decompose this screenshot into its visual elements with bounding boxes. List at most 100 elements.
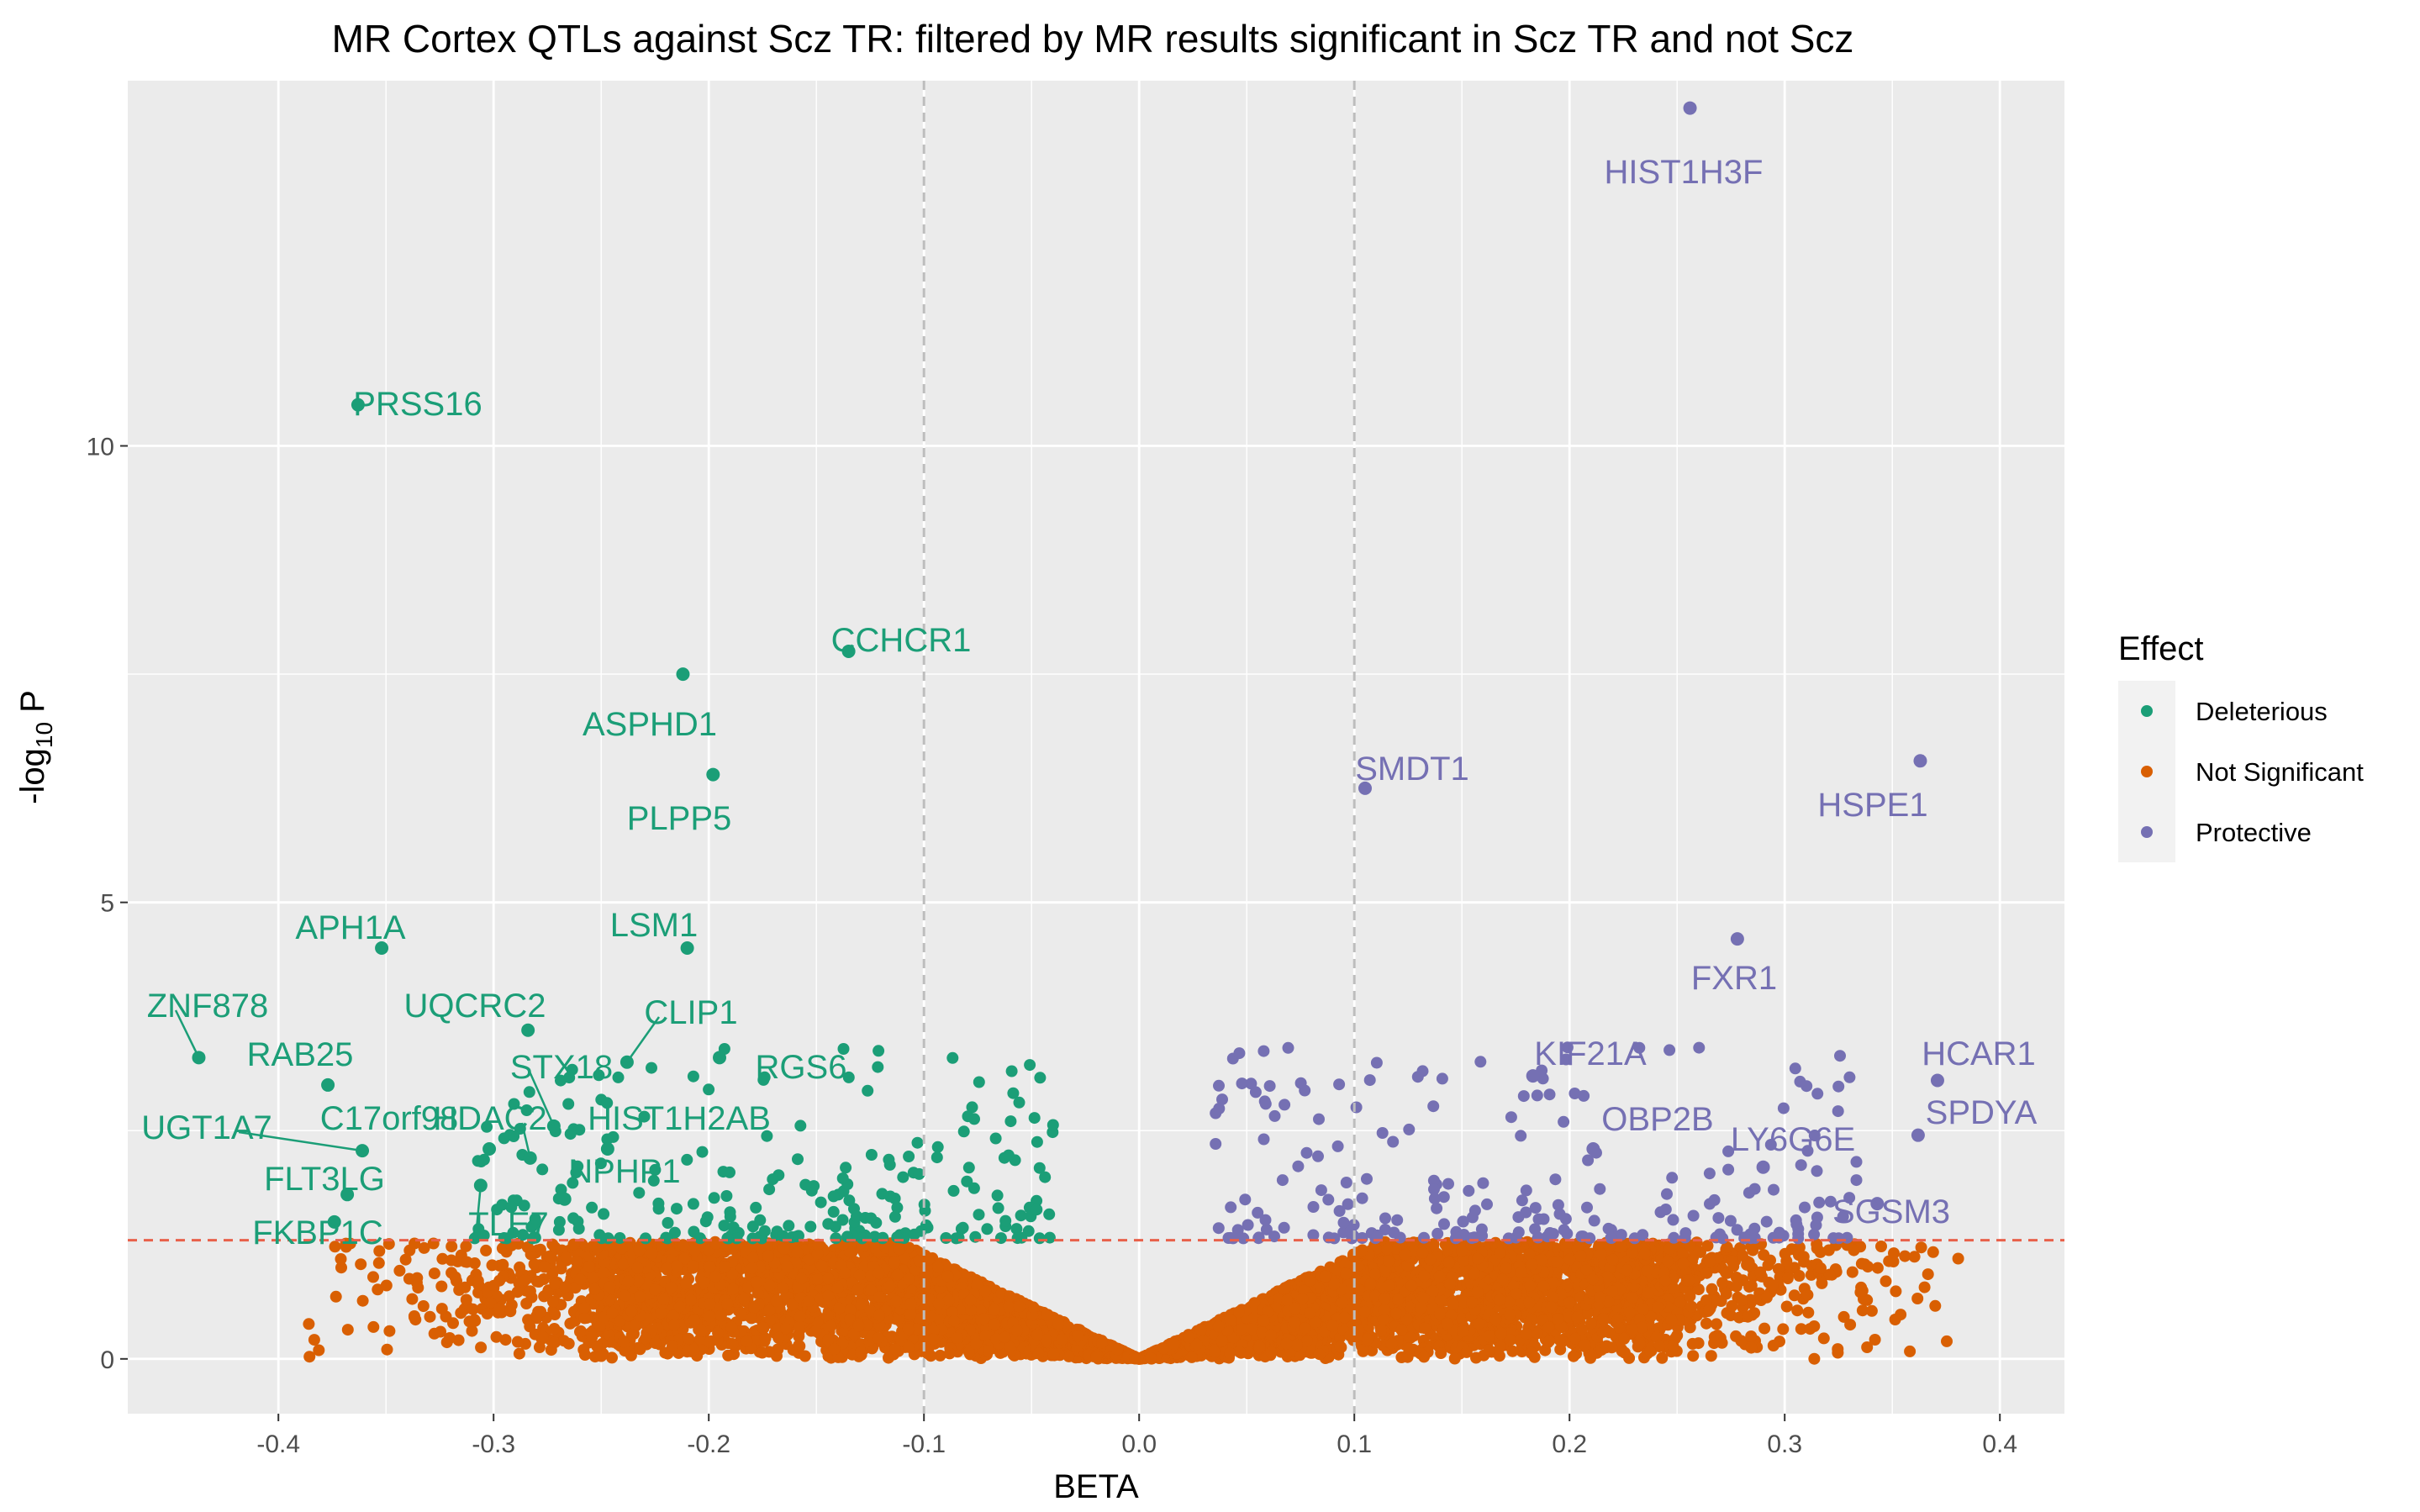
- nonsig-point: [1758, 1322, 1771, 1335]
- nonsig-point: [1705, 1350, 1717, 1362]
- nonsig-point: [606, 1351, 618, 1364]
- nonsig-point: [1641, 1264, 1653, 1277]
- nonsig-point: [1711, 1318, 1722, 1330]
- nonsig-point: [899, 1252, 911, 1265]
- nonsig-point: [1667, 1340, 1679, 1352]
- nonsig-point: [411, 1272, 424, 1284]
- nonsig-point: [373, 1245, 386, 1257]
- nonsig-point: [513, 1347, 525, 1360]
- nonsig-point: [511, 1336, 524, 1348]
- nonsig-point: [1846, 1266, 1858, 1278]
- nonsig-point: [535, 1305, 547, 1318]
- nonsig-point: [1918, 1281, 1931, 1293]
- nonsig-point: [1808, 1320, 1821, 1332]
- nonsig-point: [486, 1259, 498, 1272]
- chart-title: MR Cortex QTLs against Scz TR: filtered …: [332, 17, 1854, 61]
- nonsig-point: [1922, 1268, 1934, 1281]
- nonsig-point: [1687, 1350, 1700, 1362]
- nonsig-point: [303, 1351, 316, 1363]
- nonsig-point: [341, 1324, 354, 1336]
- nonsig-point: [460, 1293, 472, 1306]
- nonsig-point: [1929, 1299, 1942, 1312]
- nonsig-point: [367, 1271, 379, 1283]
- nonsig-point: [1899, 1250, 1911, 1262]
- nonsig-point: [329, 1241, 341, 1253]
- nonsig-point: [381, 1343, 393, 1356]
- nonsig-point: [1797, 1251, 1810, 1263]
- nonsig-point: [496, 1242, 509, 1255]
- nonsig-point: [979, 1330, 992, 1342]
- nonsig-point: [1736, 1249, 1748, 1262]
- nonsig-point: [1405, 1331, 1417, 1344]
- nonsig-point: [466, 1325, 478, 1337]
- nonsig-point: [445, 1254, 457, 1267]
- nonsig-point: [417, 1300, 430, 1312]
- nonsig-point: [484, 1296, 497, 1309]
- nonsig-point: [1506, 1345, 1519, 1357]
- nonsig-point: [493, 1303, 506, 1314]
- nonsig-point: [455, 1307, 467, 1320]
- nonsig-point: [754, 1241, 767, 1253]
- nonsig-point: [1861, 1341, 1874, 1353]
- nonsig-point: [1869, 1334, 1881, 1346]
- nonsig-point: [497, 1258, 509, 1271]
- nonsig-point: [480, 1244, 493, 1256]
- nonsig-point: [393, 1264, 406, 1277]
- nonsig-point: [549, 1309, 562, 1320]
- nonsig-point: [1888, 1247, 1900, 1260]
- nonsig-point: [726, 1338, 739, 1350]
- nonsig-point: [367, 1320, 380, 1333]
- nonsig-point: [447, 1317, 459, 1330]
- nonsig-point: [1528, 1351, 1541, 1363]
- nonsig-point: [1793, 1270, 1806, 1282]
- nonsig-point: [934, 1349, 946, 1362]
- nonsig-point: [549, 1336, 562, 1349]
- plot-panel: [128, 81, 2064, 1414]
- nonsig-point: [1597, 1313, 1610, 1325]
- nonsig-point: [759, 1332, 772, 1345]
- nonsig-point: [579, 1349, 591, 1361]
- nonsig-point: [1856, 1284, 1869, 1297]
- nonsig-point: [1952, 1252, 1964, 1265]
- nonsig-point: [453, 1283, 466, 1296]
- nonsig-point: [460, 1240, 472, 1252]
- nonsig-point: [1791, 1304, 1804, 1317]
- nonsig-point: [1911, 1293, 1924, 1304]
- nonsig-point: [1801, 1288, 1814, 1301]
- nonsig-point: [1908, 1251, 1921, 1263]
- nonsig-point: [1941, 1335, 1953, 1347]
- nonsig-point: [1677, 1247, 1689, 1260]
- nonsig-point: [655, 1307, 667, 1320]
- nonsig-point: [1760, 1291, 1773, 1304]
- nonsig-point: [452, 1334, 465, 1346]
- data-points: [192, 101, 1964, 1365]
- nonsig-point: [1701, 1240, 1714, 1252]
- nonsig-point: [372, 1256, 385, 1269]
- nonsig-point: [575, 1325, 587, 1337]
- nonsig-point: [372, 1283, 384, 1296]
- nonsig-point: [383, 1325, 396, 1337]
- nonsig-point: [380, 1279, 393, 1292]
- nonsig-point: [1856, 1304, 1869, 1317]
- nonsig-point: [1754, 1266, 1767, 1278]
- nonsig-point: [1795, 1323, 1807, 1336]
- nonsig-point: [821, 1309, 834, 1322]
- nonsig-point: [1743, 1257, 1755, 1270]
- nonsig-point: [1456, 1313, 1468, 1325]
- nonsig-point: [1762, 1259, 1774, 1272]
- nonsig-point: [481, 1308, 493, 1320]
- nonsig-point: [356, 1294, 369, 1307]
- nonsig-point: [541, 1286, 554, 1299]
- nonsig-point: [528, 1258, 540, 1271]
- nonsig-point: [1844, 1319, 1857, 1331]
- nonsig-point: [461, 1256, 473, 1268]
- nonsig-point: [1780, 1300, 1793, 1313]
- nonsig-point: [934, 1314, 946, 1326]
- nonsig-point: [1802, 1306, 1815, 1319]
- nonsig-point: [475, 1341, 488, 1354]
- nonsig-point: [424, 1310, 436, 1323]
- nonsig-point: [446, 1241, 458, 1253]
- nonsig-point: [436, 1252, 449, 1265]
- nonsig-point: [1777, 1323, 1790, 1336]
- nonsig-point: [313, 1344, 325, 1357]
